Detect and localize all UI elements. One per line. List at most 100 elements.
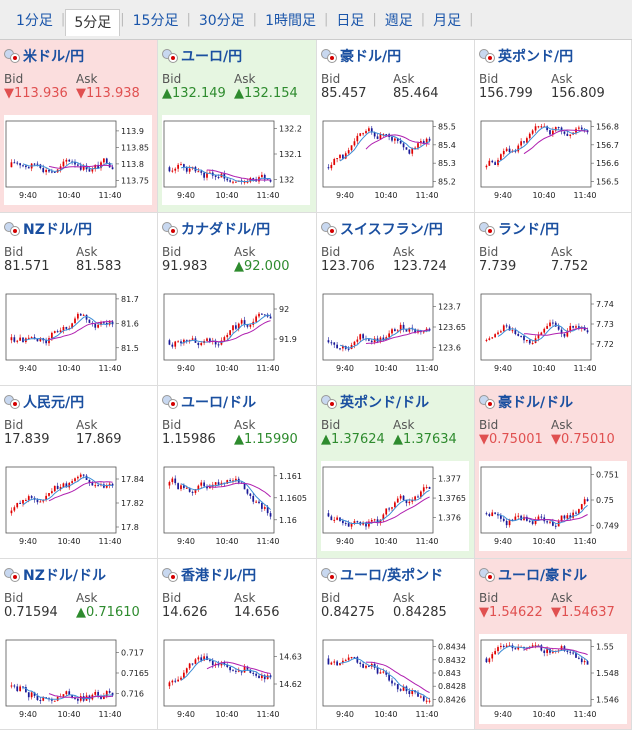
pair-title[interactable]: 英ポンド/ドル <box>321 392 429 412</box>
moving-average-line <box>48 320 113 340</box>
rate-panel[interactable]: 香港ドル/円 Bid Ask 14.626 14.656 14.63 14.62 9:40 10… <box>158 559 317 730</box>
tab-3[interactable]: 30分足 <box>198 12 245 29</box>
moving-average-line <box>206 482 271 498</box>
pair-title[interactable]: NZドル/円 <box>4 219 92 239</box>
candle-body <box>336 661 338 666</box>
y-tick-label: 156.7 <box>596 141 619 150</box>
candle-body <box>36 499 39 503</box>
candle-body <box>25 687 27 693</box>
rate-panel[interactable]: 英ポンド/円 Bid Ask 156.799 156.809 156.8 156.7 156.… <box>475 40 632 213</box>
candle-body <box>342 154 344 159</box>
pair-title[interactable]: ユーロ/豪ドル <box>479 565 587 585</box>
x-tick-label: 10:40 <box>374 191 397 200</box>
candle-body <box>261 675 263 679</box>
candle-body <box>385 134 388 136</box>
y-tick-label: 1.16 <box>279 516 297 525</box>
candle-body <box>365 131 367 134</box>
bid-price: 1.15986 <box>162 432 216 447</box>
rate-panel[interactable]: ユーロ/円 Bid Ask ▲132.149 ▲132.154 132.2 132.1 132… <box>158 40 317 213</box>
candle-body <box>339 154 341 159</box>
rate-panel[interactable]: 英ポンド/ドル Bid Ask ▲1.37624 ▲1.37634 1.377 1.3765… <box>317 386 475 559</box>
rate-panel[interactable]: ユーロ/ドル Bid Ask 1.15986 ▲1.15990 1.161 1.1605 1.… <box>158 386 317 559</box>
candle-body <box>206 656 208 660</box>
tab-5[interactable]: 日足 <box>336 12 365 29</box>
rate-panel[interactable]: ユーロ/豪ドル Bid Ask ▼1.54622 ▼1.54637 1.55 1.548 1.… <box>475 559 632 730</box>
y-tick-label: 0.7165 <box>121 669 149 678</box>
bid-price: 14.626 <box>162 605 208 620</box>
rate-panel[interactable]: カナダドル/円 Bid Ask 91.983 ▲92.000 92 91.9 9:40 10:4… <box>158 213 317 386</box>
candle-body <box>365 522 367 527</box>
candle-body <box>394 502 396 508</box>
candle-body <box>359 133 362 136</box>
pair-title[interactable]: 英ポンド/円 <box>479 46 573 66</box>
candle-body <box>16 340 19 342</box>
candle-body <box>39 164 42 169</box>
currency-flags-icon <box>321 222 337 236</box>
ask-label: Ask <box>76 418 98 432</box>
pair-title[interactable]: 人民元/円 <box>4 392 84 412</box>
pair-title[interactable]: NZドル/ドル <box>4 565 106 585</box>
y-tick-label: 123.65 <box>438 323 466 332</box>
pair-title[interactable]: ユーロ/円 <box>162 46 242 66</box>
pair-title[interactable]: ランド/円 <box>479 219 559 239</box>
rate-panel[interactable]: スイスフラン/円 Bid Ask 123.706 123.724 123.7 123.65 1… <box>317 213 475 386</box>
candle-body <box>385 508 388 515</box>
ask-price: 14.656 <box>234 605 280 620</box>
bid-price: 0.71594 <box>4 605 58 620</box>
rate-panel[interactable]: 豪ドル/円 Bid Ask 85.457 85.464 85.5 85.4 85.3 85.2 9… <box>317 40 475 213</box>
tab-1[interactable]: 5分足 <box>65 9 121 36</box>
chart-svg: 0.717 0.7165 0.716 9:40 10:40 11:40 <box>5 639 149 719</box>
candle-body <box>382 514 385 520</box>
rate-panel[interactable]: 人民元/円 Bid Ask 17.839 17.869 17.84 17.82 17.8 9:4… <box>0 386 158 559</box>
candle-body <box>188 168 191 172</box>
x-tick-label: 11:40 <box>98 364 121 373</box>
candle-body <box>82 165 85 170</box>
rate-panel[interactable]: 米ドル/円 Bid Ask ▼113.936 ▼113.938 113.9 113.85 11… <box>0 40 158 213</box>
candle-body <box>197 485 200 490</box>
pair-title[interactable]: スイスフラン/円 <box>321 219 443 239</box>
candle-body <box>333 661 336 663</box>
x-tick-label: 11:40 <box>573 364 596 373</box>
pair-title[interactable]: ユーロ/英ポンド <box>321 565 443 585</box>
tab-6[interactable]: 週足 <box>384 12 413 29</box>
y-tick-label: 1.1605 <box>279 494 307 503</box>
candle-body <box>580 504 583 510</box>
moving-average-line <box>180 166 271 182</box>
chart-frame <box>5 293 117 361</box>
y-tick-label: 123.6 <box>438 344 461 353</box>
rate-panel[interactable]: 豪ドル/ドル Bid Ask ▼0.75001 ▼0.75010 0.751 0.75 0.7… <box>475 386 632 559</box>
candle-body <box>48 493 50 496</box>
pair-title[interactable]: ユーロ/ドル <box>162 392 256 412</box>
rate-panel[interactable]: NZドル/円 Bid Ask 81.571 81.583 81.7 81.6 81.5 9:40… <box>0 213 158 386</box>
chart-svg: 81.7 81.6 81.5 9:40 10:40 11:40 <box>5 293 139 373</box>
rate-panel[interactable]: ランド/円 Bid Ask 7.739 7.752 7.74 7.73 7.72 9:40 10:… <box>475 213 632 386</box>
pair-title[interactable]: カナダドル/円 <box>162 219 270 239</box>
tab-7[interactable]: 月足 <box>433 12 462 29</box>
candle-body <box>217 482 220 485</box>
y-tick-label: 7.74 <box>596 300 614 309</box>
moving-average-line <box>48 164 113 169</box>
candle-body <box>540 516 543 518</box>
tab-0[interactable]: 1分足 <box>16 12 53 29</box>
tab-2[interactable]: 15分足 <box>132 12 179 29</box>
pair-title[interactable]: 香港ドル/円 <box>162 565 256 585</box>
chart-frame <box>163 293 275 361</box>
chart-frame <box>5 466 117 534</box>
y-tick-label: 156.6 <box>596 159 619 168</box>
tab-4[interactable]: 1時間足 <box>265 12 316 29</box>
pair-title[interactable]: 米ドル/円 <box>4 46 84 66</box>
rate-panel[interactable]: ユーロ/英ポンド Bid Ask 0.84275 0.84285 0.8434 0.8432… <box>317 559 475 730</box>
candle-body <box>19 502 21 504</box>
candle-body <box>45 340 47 344</box>
rate-panel[interactable]: NZドル/ドル Bid Ask 0.71594 ▲0.71610 0.717 0.7165 0… <box>0 559 158 730</box>
candle-body <box>246 181 249 183</box>
candle-body <box>237 670 240 672</box>
pair-title[interactable]: 豪ドル/ドル <box>479 392 573 412</box>
candle-body <box>500 515 502 519</box>
moving-average-line <box>497 324 588 342</box>
pair-title[interactable]: 豪ドル/円 <box>321 46 401 66</box>
candle-body <box>333 159 336 165</box>
ask-label: Ask <box>234 418 256 432</box>
candle-body <box>575 512 577 514</box>
candle-body <box>385 671 388 675</box>
